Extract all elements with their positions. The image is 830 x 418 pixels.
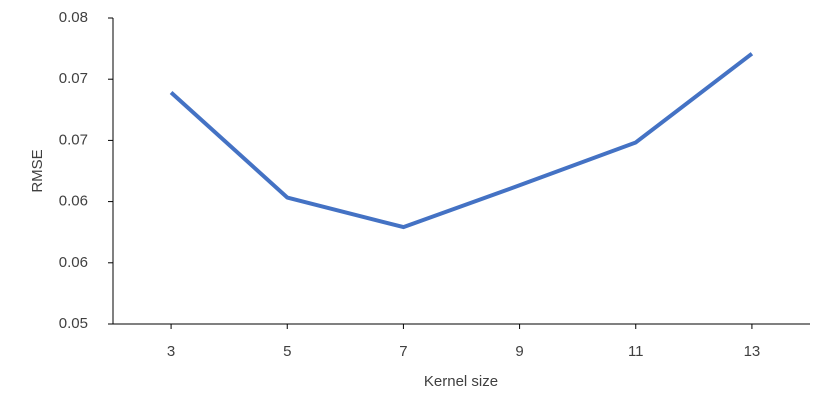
y-tick-label: 0.08: [59, 9, 88, 26]
y-tick-label: 0.05: [59, 315, 88, 332]
y-axis-label: RMSE: [29, 149, 46, 192]
x-tick-label: 3: [167, 343, 175, 360]
x-tick-label: 13: [744, 343, 761, 360]
y-tick-label: 0.07: [59, 131, 88, 148]
x-tick-label: 5: [283, 343, 291, 360]
x-tick-label: 11: [628, 343, 644, 360]
y-tick-label: 0.06: [59, 254, 88, 271]
x-tick-label: 9: [515, 343, 523, 360]
line-series: [169, 52, 754, 230]
y-tick-label: 0.07: [59, 70, 88, 87]
x-axis-label: Kernel size: [424, 373, 498, 390]
y-tick-label: 0.06: [59, 193, 88, 210]
x-tick-label: 7: [399, 343, 407, 360]
